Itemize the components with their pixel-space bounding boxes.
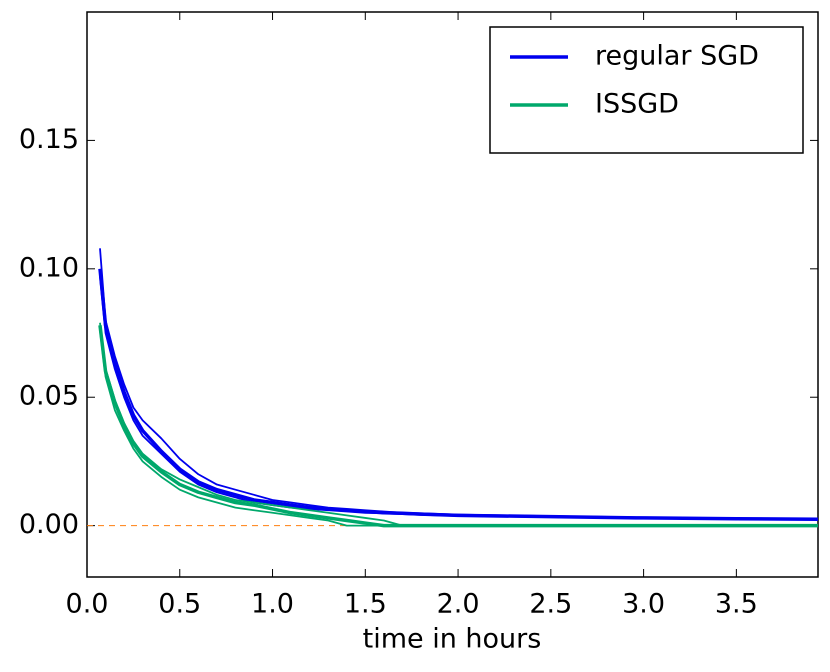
series-line [98,268,819,521]
series-line [98,325,818,528]
x-tick-label: 3.5 [715,589,758,620]
x-tick-label: 2.0 [437,589,480,620]
series-line [99,248,819,520]
y-tick-label: 0.10 [19,252,79,283]
y-tick-label: 0.00 [19,509,79,540]
legend-label: regular SGD [595,41,759,72]
x-tick-label: 1.0 [251,589,294,620]
x-tick-label: 1.5 [344,589,387,620]
series-line [99,276,819,521]
plot-frame [86,11,819,578]
y-tick-label: 0.15 [19,124,79,155]
x-tick-label: 0.5 [158,589,201,620]
legend-label: ISSGD [595,89,679,120]
x-tick-label: 3.0 [622,589,665,620]
legend-box [489,26,804,154]
y-tick-label: 0.05 [19,381,79,412]
series-line [99,322,818,527]
x-tick-label: 2.5 [529,589,572,620]
x-tick-label: 0.0 [66,589,109,620]
x-axis-label: time in hours [363,624,542,655]
